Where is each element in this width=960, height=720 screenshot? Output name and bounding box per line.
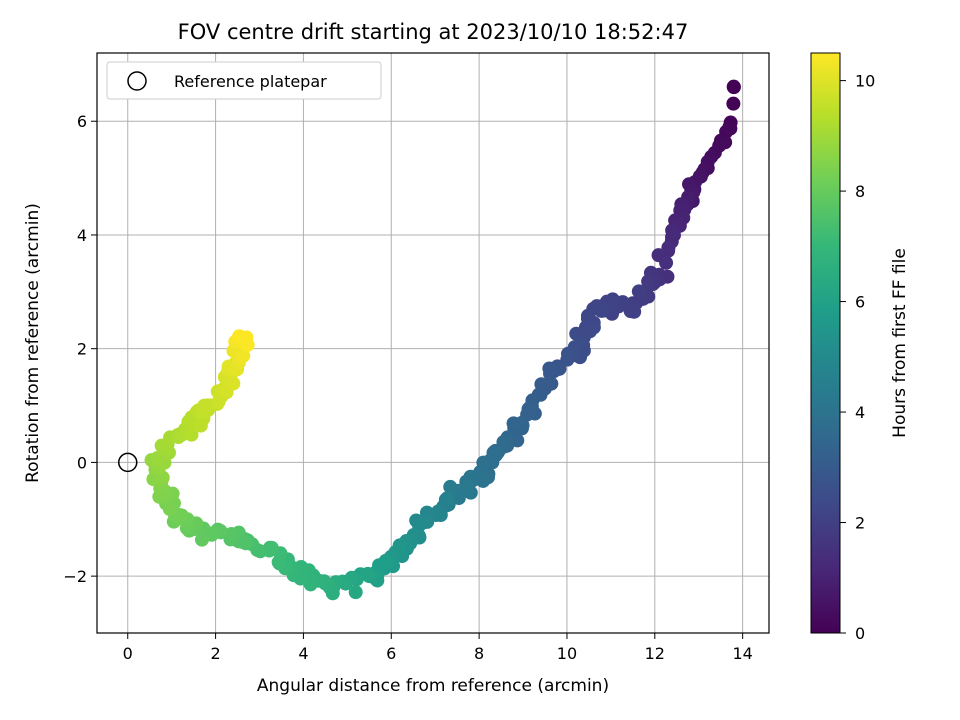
x-tick-label: 14 [732,644,752,663]
data-point [521,402,536,417]
colorbar-tick-label: 6 [855,293,865,312]
scatter-points [144,79,741,601]
x-tick-label: 8 [474,644,484,663]
data-point [162,502,177,517]
colorbar-label: Hours from first FF file [890,248,910,438]
data-point [264,540,279,555]
data-point [360,566,375,581]
x-tick-label: 4 [298,644,308,663]
data-point [226,376,241,391]
y-tick-label: 2 [77,340,87,359]
data-point [240,337,255,352]
y-tick-label: 6 [77,112,87,131]
y-axis-label: Rotation from reference (arcmin) [23,203,43,483]
x-tick-label: 2 [210,644,220,663]
data-point [659,255,674,270]
chart-title: FOV centre drift starting at 2023/10/10 … [178,20,689,44]
plot-frame [96,52,770,634]
colorbar-tick-label: 2 [855,514,865,533]
data-point [194,532,209,547]
data-point [726,96,741,111]
colorbar-tick-label: 10 [855,72,875,91]
data-point [348,585,363,600]
data-point [623,304,638,319]
colorbar-ticks: 0 2 4 6 8 10 [840,72,875,643]
data-point [440,491,455,506]
y-tick-label: −2 [63,567,87,586]
colorbar-tick-label: 0 [855,624,865,643]
colorbar-tick-label: 4 [855,403,865,422]
data-point [489,447,504,462]
legend-box [106,61,382,100]
x-tick-label: 6 [386,644,396,663]
data-point [560,352,575,367]
data-point [641,277,656,292]
y-axis-ticks: −2 0 2 4 6 [63,112,97,586]
data-point [236,348,251,363]
data-point [443,479,458,494]
reference-marker-layer [117,452,138,473]
x-tick-label: 10 [557,644,577,663]
data-point [224,527,239,542]
data-point [594,303,609,318]
colorbar-tick-label: 8 [855,182,865,201]
data-point [631,284,646,299]
data-point [534,377,549,392]
x-axis-ticks: 0 2 4 6 8 10 12 14 [123,633,753,663]
y-tick-label: 0 [77,453,87,472]
x-axis-label: Angular distance from reference (arcmin) [257,676,609,696]
data-point [451,491,466,506]
legend-reference-label: Reference platepar [174,72,327,91]
grid-lines [97,53,769,633]
reference-platepar-marker [117,452,138,473]
data-point [513,417,528,432]
data-point [661,240,676,255]
colorbar [810,52,841,634]
x-tick-label: 12 [645,644,665,663]
legend: Reference platepar [106,61,382,100]
y-tick-label: 4 [77,226,87,245]
data-point [726,79,741,94]
legend-reference-marker [127,71,147,91]
x-tick-label: 0 [123,644,133,663]
data-point [232,329,247,344]
